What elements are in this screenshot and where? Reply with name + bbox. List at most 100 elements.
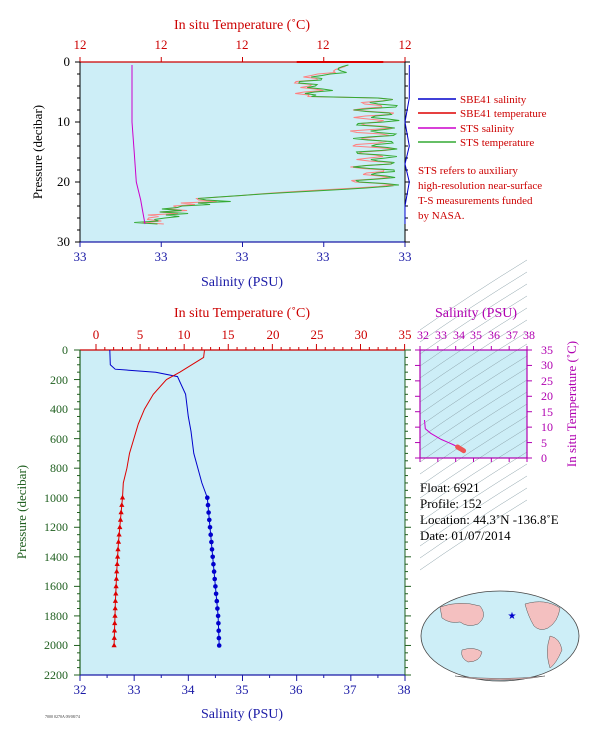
top-series-sts-salinity (131, 65, 146, 225)
main-temp-tick-label: 15 (222, 327, 235, 342)
ts-deep-marker (461, 448, 467, 454)
isopycnal-line (419, 475, 528, 547)
ts-temperature-axis-title: In situ Temperature (˚C) (564, 341, 579, 467)
top-series-group (75, 57, 410, 247)
salinity-marker (216, 628, 221, 633)
salinity-marker (215, 613, 221, 619)
top-temperature-axis-title: In situ Temperature (˚C) (174, 18, 310, 33)
main-panel: In situ Temperature (˚C) 0 5 10 15 20 25… (14, 306, 412, 722)
temperature-marker (112, 620, 118, 626)
salinity-marker (213, 591, 219, 597)
top-temp-tick-label: 12 (399, 37, 412, 52)
ts-salinity-axis-title: Salinity (PSU) (435, 306, 517, 321)
ts-sal-tick-label: 35 (470, 328, 482, 342)
footer-tag: 7000 0270A 09/08/74 (45, 714, 80, 719)
top-pres-tick-label: 0 (64, 54, 71, 69)
temperature-marker (112, 605, 118, 611)
ts-temp-tick-label: 5 (541, 436, 547, 450)
top-series-sbe41-salinity (404, 65, 410, 224)
main-pres-tick-label: 1400 (44, 550, 68, 564)
salinity-marker (209, 547, 215, 552)
ts-temperature-ticks: 0 5 10 15 20 25 30 35 (541, 343, 553, 465)
temperature-marker (113, 583, 119, 589)
isopycnal-line (419, 331, 528, 403)
ts-temp-tick-label: 10 (541, 420, 553, 434)
ts-sal-tick-label: 36 (488, 328, 500, 342)
info-location: Location: 44.3˚N -136.8˚E (420, 512, 559, 527)
profile-info: Float: 6921 Profile: 152 Location: 44.3˚… (420, 480, 559, 543)
world-map-inset: ★ (420, 590, 580, 682)
main-pres-tick-label: 600 (50, 432, 68, 446)
ts-panel: Salinity (PSU) 32 33 34 35 36 37 38 0 5 … (415, 259, 579, 571)
salinity-marker (212, 576, 217, 582)
salinity-marker (214, 598, 220, 604)
main-series-group (74, 344, 411, 681)
salinity-marker (216, 621, 221, 626)
main-salinity-ticks: 32 33 34 35 36 37 38 (74, 682, 411, 697)
temperature-marker (115, 539, 122, 544)
top-pres-tick-label: 20 (57, 174, 70, 189)
main-sal-tick-label: 35 (236, 682, 249, 697)
salinity-marker (205, 502, 211, 508)
top-sal-tick-label: 33 (74, 249, 87, 264)
main-sal-tick-label: 36 (290, 682, 304, 697)
legend-label-sts-temperature: STS temperature (460, 137, 534, 149)
map-land-south-america (547, 635, 563, 669)
note-line: by NASA. (418, 210, 465, 222)
salinity-marker (210, 554, 215, 560)
ts-temp-tick-label: 20 (541, 389, 553, 403)
map-land-antarctica (454, 675, 546, 681)
ts-sal-tick-label: 37 (506, 328, 518, 342)
main-pres-tick-label: 2000 (44, 638, 68, 652)
main-pres-tick-label: 1000 (44, 491, 68, 505)
salinity-marker (208, 532, 213, 537)
note-line: STS refers to auxiliary (418, 165, 518, 177)
isopycnal-line (419, 283, 528, 355)
main-plot-background (80, 350, 405, 675)
salinity-marker (216, 643, 222, 648)
float-location-marker: ★ (508, 611, 517, 622)
isopycnal-line (419, 463, 528, 535)
ts-plot-background (420, 350, 527, 458)
ts-sal-tick-label: 32 (417, 328, 429, 342)
salinity-marker (206, 510, 211, 515)
top-temp-tick-label: 12 (236, 37, 249, 52)
main-salinity-axis-title: Salinity (PSU) (201, 707, 283, 722)
note-line: high-resolution near-surface (418, 180, 542, 192)
map-land-australia (461, 648, 483, 663)
main-temperature-axis-title: In situ Temperature (˚C) (174, 306, 310, 321)
top-pres-tick-label: 30 (57, 234, 70, 249)
isopycnal-line (419, 343, 528, 415)
isopycnal-line (419, 403, 528, 475)
legend-label-sbe-salinity: SBE41 salinity (460, 94, 527, 106)
isopycnal-line (419, 271, 528, 343)
temperature-marker (115, 546, 121, 552)
main-pres-tick-label: 2200 (44, 668, 68, 682)
info-profile: Profile: 152 (420, 496, 482, 511)
main-pres-tick-label: 800 (50, 461, 68, 475)
info-date: Date: 01/07/2014 (420, 528, 511, 543)
isopycnal-line (419, 259, 528, 331)
ts-temp-tick-label: 30 (541, 358, 553, 372)
ts-salinity-ticks: 32 33 34 35 36 37 38 (417, 328, 535, 342)
main-sal-tick-label: 33 (128, 682, 141, 697)
salinity-marker (209, 539, 214, 545)
temperature-marker (119, 502, 125, 507)
isopycnal-line (419, 391, 528, 463)
ts-series-group (415, 346, 532, 462)
isopycnal-line (419, 415, 528, 487)
isopycnal-line (419, 307, 528, 379)
temperature-marker (112, 612, 118, 618)
main-temp-tick-label: 20 (267, 327, 280, 342)
temperature-marker (114, 561, 120, 566)
ts-temp-tick-label: 0 (541, 451, 547, 465)
ts-sal-tick-label: 34 (453, 328, 465, 342)
map-ocean (420, 590, 580, 682)
temperature-marker (114, 568, 120, 574)
temperature-marker (119, 494, 126, 500)
top-salinity-axis-title: Salinity (PSU) (201, 275, 283, 290)
top-note: STS refers to auxiliary high-resolution … (418, 165, 542, 222)
legend-label-sts-salinity: STS salinity (460, 123, 515, 135)
temperature-marker (111, 627, 118, 633)
isopycnal-line (419, 499, 528, 571)
